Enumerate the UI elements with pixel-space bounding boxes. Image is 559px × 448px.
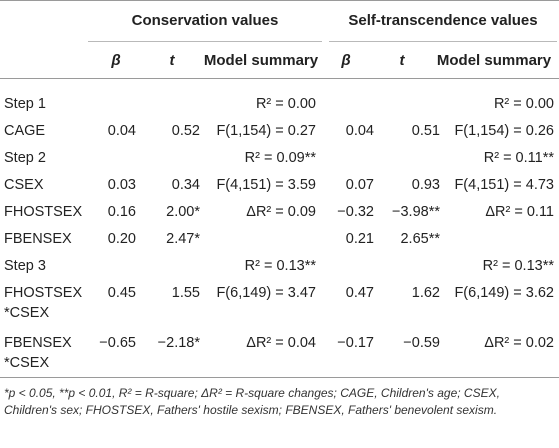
beta-self: 0.07 bbox=[345, 177, 374, 193]
model-summary-conservation: F(6,149) = 3.47 bbox=[216, 285, 316, 301]
row-label: FBENSEX bbox=[4, 231, 72, 247]
beta-self: −0.32 bbox=[337, 204, 374, 220]
row-label: CAGE bbox=[4, 123, 46, 139]
header-rule bbox=[0, 78, 559, 79]
row-label: FHOSTSEX bbox=[4, 285, 83, 301]
beta-self: 0.04 bbox=[345, 123, 374, 139]
col-header-model-summary-self: Model summary bbox=[436, 52, 552, 69]
group-header-self-transcendence: Self-transcendence values bbox=[348, 12, 538, 29]
model-summary-self: F(1,154) = 0.26 bbox=[454, 123, 554, 139]
model-summary-self: R² = 0.00 bbox=[493, 96, 554, 112]
row-label: *CSEX bbox=[4, 305, 50, 321]
model-summary-conservation: ΔR² = 0.09 bbox=[246, 204, 316, 220]
t-self: 0.93 bbox=[411, 177, 440, 193]
model-summary-conservation: R² = 0.13** bbox=[244, 258, 316, 274]
table-row: Step 3 R² = 0.13** R² = 0.13** bbox=[0, 254, 559, 278]
table-row: FHOSTSEX 0.16 2.00* ΔR² = 0.09 −0.32 −3.… bbox=[0, 200, 559, 224]
col-header-t-conservation: t bbox=[169, 52, 175, 69]
model-summary-self: ΔR² = 0.02 bbox=[484, 335, 554, 351]
t-self: 0.51 bbox=[411, 123, 440, 139]
model-summary-conservation: R² = 0.09** bbox=[244, 150, 316, 166]
t-conservation: 2.47* bbox=[166, 231, 200, 247]
col-header-beta-self: β bbox=[341, 52, 351, 69]
table-row: FBENSEX 0.20 2.47* 0.21 2.65** bbox=[0, 227, 559, 251]
t-self: 2.65** bbox=[400, 231, 440, 247]
row-label: FBENSEX bbox=[4, 335, 72, 351]
table-footnote: *p < 0.05, **p < 0.01, R² = R-square; ΔR… bbox=[4, 386, 500, 417]
model-summary-conservation: F(4,151) = 3.59 bbox=[216, 177, 316, 193]
t-conservation: 0.34 bbox=[171, 177, 200, 193]
t-self: 1.62 bbox=[411, 285, 440, 301]
table-row-continuation: *CSEX bbox=[0, 351, 559, 375]
table-row: CSEX 0.03 0.34 F(4,151) = 3.59 0.07 0.93… bbox=[0, 173, 559, 197]
col-header-t-self: t bbox=[399, 52, 405, 69]
model-summary-conservation: ΔR² = 0.04 bbox=[246, 335, 316, 351]
beta-self: −0.17 bbox=[337, 335, 374, 351]
row-label: *CSEX bbox=[4, 355, 50, 371]
model-summary-conservation: F(1,154) = 0.27 bbox=[216, 123, 316, 139]
group-header-conservation: Conservation values bbox=[131, 12, 279, 29]
row-label: Step 1 bbox=[4, 96, 46, 112]
t-conservation: −2.18* bbox=[157, 335, 200, 351]
row-label: Step 3 bbox=[4, 258, 46, 274]
t-self: −0.59 bbox=[403, 335, 440, 351]
model-summary-conservation: R² = 0.00 bbox=[255, 96, 316, 112]
col-header-beta-conservation: β bbox=[111, 52, 121, 69]
beta-self: 0.21 bbox=[345, 231, 374, 247]
table-row: Step 1 R² = 0.00 R² = 0.00 bbox=[0, 92, 559, 116]
row-label: FHOSTSEX bbox=[4, 204, 83, 220]
t-conservation: 0.52 bbox=[171, 123, 200, 139]
model-summary-self: ΔR² = 0.11 bbox=[485, 204, 554, 220]
model-summary-self: F(4,151) = 4.73 bbox=[454, 177, 554, 193]
bottom-rule bbox=[0, 377, 559, 378]
beta-conservation: 0.03 bbox=[107, 177, 136, 193]
beta-conservation: 0.45 bbox=[107, 285, 136, 301]
beta-conservation: −0.65 bbox=[99, 335, 136, 351]
table-row: FBENSEX −0.65 −2.18* ΔR² = 0.04 −0.17 −0… bbox=[0, 331, 559, 355]
conservation-subrule bbox=[88, 41, 322, 42]
beta-conservation: 0.04 bbox=[107, 123, 136, 139]
top-rule bbox=[0, 0, 559, 1]
table-row: CAGE 0.04 0.52 F(1,154) = 0.27 0.04 0.51… bbox=[0, 119, 559, 143]
row-label: Step 2 bbox=[4, 150, 46, 166]
model-summary-self: R² = 0.13** bbox=[482, 258, 554, 274]
beta-conservation: 0.20 bbox=[107, 231, 136, 247]
model-summary-self: F(6,149) = 3.62 bbox=[454, 285, 554, 301]
beta-self: 0.47 bbox=[345, 285, 374, 301]
model-summary-self: R² = 0.11** bbox=[483, 150, 554, 166]
table-row-continuation: *CSEX bbox=[0, 301, 559, 325]
col-header-model-summary-conservation: Model summary bbox=[203, 52, 319, 69]
table-row: FHOSTSEX 0.45 1.55 F(6,149) = 3.47 0.47 … bbox=[0, 281, 559, 305]
self-transcendence-subrule bbox=[329, 41, 557, 42]
beta-conservation: 0.16 bbox=[107, 204, 136, 220]
t-conservation: 1.55 bbox=[171, 285, 200, 301]
row-label: CSEX bbox=[4, 177, 44, 193]
t-conservation: 2.00* bbox=[166, 204, 200, 220]
table-row: Step 2 R² = 0.09** R² = 0.11** bbox=[0, 146, 559, 170]
t-self: −3.98** bbox=[392, 204, 440, 220]
